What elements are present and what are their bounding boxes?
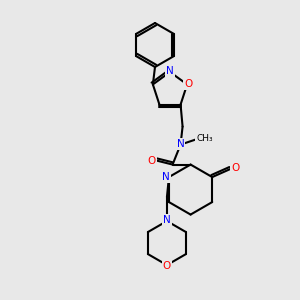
Text: N: N [162,172,170,182]
Text: CH₃: CH₃ [196,134,213,143]
Text: N: N [163,215,171,225]
Text: N: N [177,139,184,148]
Text: O: O [163,261,171,271]
Text: O: O [148,156,156,166]
Text: N: N [166,66,174,76]
Text: O: O [184,80,192,89]
Text: O: O [231,163,239,173]
